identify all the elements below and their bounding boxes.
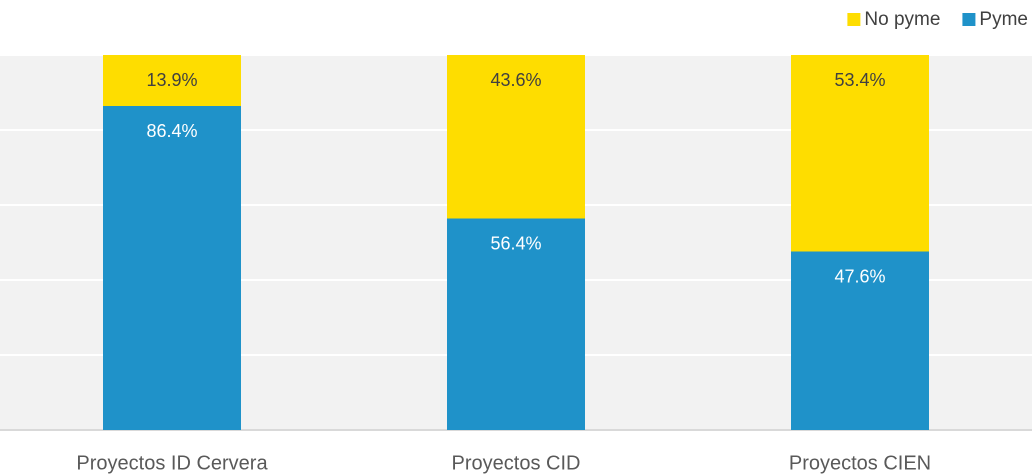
x-tick-label: Proyectos CID — [452, 452, 581, 474]
bar-segment — [103, 55, 241, 106]
data-label: 56.4% — [490, 233, 541, 253]
bar-segment — [791, 55, 929, 252]
labels: Proyectos ID Cervera 86.4% 13.9% Proyectos … — [76, 9, 1028, 474]
bar-segment — [447, 55, 585, 219]
legend-label: Pyme — [979, 9, 1028, 30]
x-tick-label: Proyectos CIEN — [789, 452, 931, 474]
data-label: 86.4% — [146, 121, 197, 141]
bar-segment — [447, 218, 585, 430]
x-tick-label: Proyectos ID Cervera — [76, 452, 268, 474]
legend-swatch — [962, 13, 976, 26]
legend-swatch — [847, 13, 861, 26]
bar-segment — [791, 251, 929, 430]
data-label: 53.4% — [834, 70, 885, 90]
data-label: 43.6% — [490, 70, 541, 90]
data-label: 47.6% — [834, 266, 885, 286]
data-label: 13.9% — [146, 70, 197, 90]
bar-segment — [103, 106, 241, 430]
bars — [103, 55, 929, 430]
legend-label: No pyme — [864, 9, 940, 30]
